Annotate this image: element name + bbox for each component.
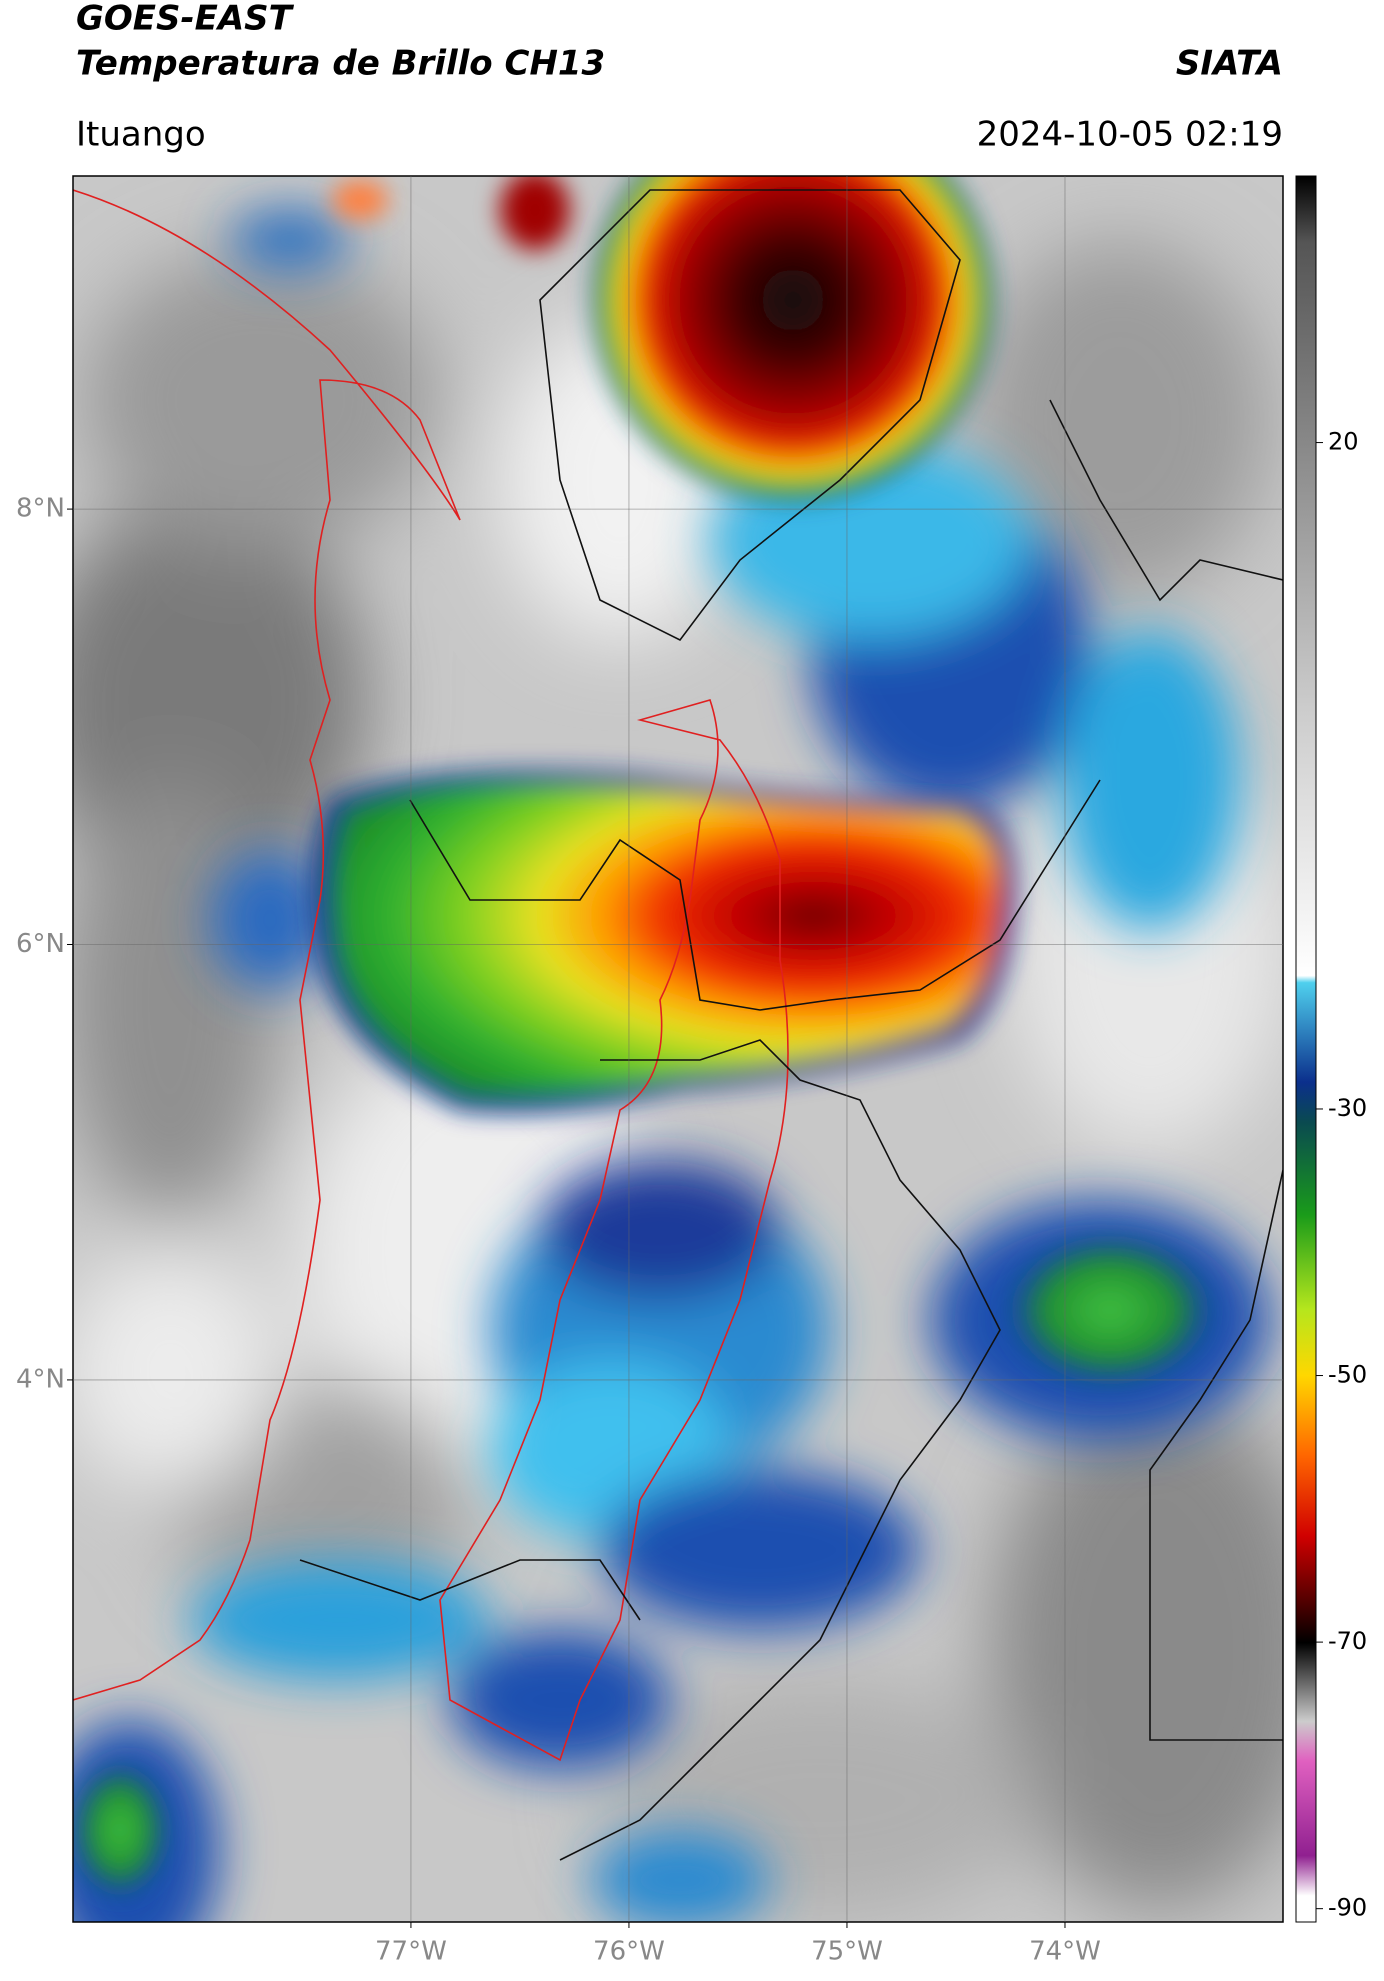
x-tick-label: 76°W [593,1937,665,1967]
map-frame [72,175,1284,1923]
product-title: Temperatura de Brillo CH13 [76,44,605,84]
satellite-title: GOES-EAST [76,0,295,39]
datetime: 2024-10-05 02:19 [977,115,1283,155]
location: Ituango [76,115,206,155]
boundaries [73,189,1283,1861]
x-tick-label: 75°W [811,1937,883,1967]
colorbar-tick-label: -30 [1328,1094,1367,1122]
colorbar [1295,175,1317,1923]
colorbar-tick-label: -50 [1328,1361,1367,1389]
agency: SIATA [1176,44,1283,84]
colorbar-tick-label: -90 [1328,1894,1367,1922]
colorbar-tick-label: 20 [1328,428,1359,456]
satellite-image [73,176,1283,1922]
colorbar-tick-label: -70 [1328,1627,1367,1655]
y-tick-label: 4°N [16,1364,65,1394]
y-tick-label: 8°N [16,494,65,524]
x-tick-label: 74°W [1029,1937,1101,1967]
y-tick-label: 6°N [16,929,65,959]
x-tick-label: 77°W [375,1937,447,1967]
